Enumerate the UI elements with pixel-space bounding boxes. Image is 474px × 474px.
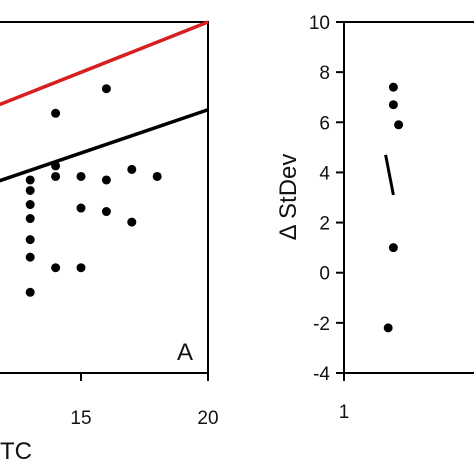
panel-b-y-tick-label: -2 [313, 314, 330, 335]
panel-a-data-point [76, 203, 86, 213]
panel-b-data-point [388, 243, 398, 253]
panel-a-data-point [101, 84, 111, 94]
panel-b-fit-line [384, 154, 395, 196]
panel-a-black-fit-line [0, 108, 209, 183]
panel-a-data-point [127, 217, 137, 227]
panel-a-x-axis-title: TC [0, 438, 32, 465]
panel-b-data-point [388, 100, 398, 110]
panel-b-y-tick-label: 2 [319, 214, 330, 235]
panel-b: -4 -2 0 2 4 6 8 10 1 Δ StDev [275, 13, 474, 423]
panel-a-label: A [177, 339, 193, 366]
panel-b-marks: -4 -2 0 2 4 6 8 10 1 [309, 13, 404, 423]
panel-a-data-point [51, 108, 61, 118]
panel-a-data-point [51, 263, 61, 273]
panel-a-data-point [51, 161, 61, 171]
panel-b-y-tick-label: -4 [313, 364, 330, 385]
panel-a-data-point [25, 214, 35, 224]
panel-a-x-tick-label: 20 [197, 408, 218, 429]
panel-b-data-point [383, 323, 393, 333]
panel-b-y-tick-label: 6 [319, 113, 330, 134]
panel-a-plot-frame [0, 21, 209, 374]
panel-a-data-point [25, 185, 35, 195]
panel-a-data-point [76, 263, 86, 273]
panel-a-data-point [25, 252, 35, 262]
panel-a-data-point [101, 207, 111, 217]
panel-a-x-tick-label: 15 [70, 408, 91, 429]
panel-b-plot-frame [343, 21, 474, 374]
panel-a-data-point [25, 200, 35, 210]
panel-a-data-point [51, 171, 61, 181]
panel-a-data-point [127, 164, 137, 174]
panel-b-y-tick-label: 8 [319, 63, 330, 84]
panel-b-x-tick-label: 1 [339, 402, 350, 423]
panel-a-red-reference-line [0, 20, 209, 107]
panel-a-data-point [25, 287, 35, 297]
panel-a-data-point [25, 175, 35, 185]
panel-a-data-point [101, 175, 111, 185]
panel-a-data-point [152, 171, 162, 181]
panel-b-y-axis-title: Δ StDev [275, 154, 302, 241]
panel-b-y-tick-label: 0 [319, 264, 330, 285]
panel-a-data-point [25, 235, 35, 245]
panel-b-y-tick-label: 4 [319, 163, 330, 184]
panel-b-data-point [388, 82, 398, 92]
panel-a-data-point [76, 171, 86, 181]
panel-a-marks: 15 20 [0, 20, 219, 429]
panel-a: 15 20 A TC [0, 20, 219, 465]
panel-b-data-point [394, 120, 404, 130]
panel-b-y-tick-label: 10 [309, 13, 330, 34]
